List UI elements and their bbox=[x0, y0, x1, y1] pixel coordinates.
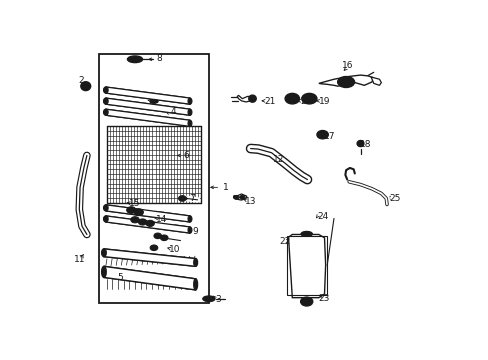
Ellipse shape bbox=[318, 132, 326, 138]
Ellipse shape bbox=[316, 131, 327, 139]
Text: 17: 17 bbox=[324, 131, 335, 140]
Ellipse shape bbox=[188, 109, 191, 115]
Ellipse shape bbox=[103, 109, 108, 115]
Ellipse shape bbox=[303, 95, 314, 103]
Ellipse shape bbox=[287, 95, 297, 102]
Text: 25: 25 bbox=[388, 194, 400, 203]
Polygon shape bbox=[105, 216, 189, 233]
Text: 14: 14 bbox=[156, 215, 167, 224]
Ellipse shape bbox=[356, 140, 363, 147]
Text: 8: 8 bbox=[157, 54, 162, 63]
Text: 2: 2 bbox=[78, 76, 83, 85]
Ellipse shape bbox=[188, 216, 191, 222]
Ellipse shape bbox=[188, 120, 191, 126]
Circle shape bbox=[152, 246, 156, 249]
Ellipse shape bbox=[358, 141, 362, 145]
Ellipse shape bbox=[285, 93, 299, 104]
Text: 22: 22 bbox=[279, 237, 290, 246]
Polygon shape bbox=[237, 95, 252, 102]
Text: 23: 23 bbox=[318, 294, 329, 303]
Ellipse shape bbox=[103, 87, 108, 93]
Ellipse shape bbox=[81, 82, 90, 91]
Text: 9: 9 bbox=[192, 227, 198, 236]
Text: 3: 3 bbox=[215, 295, 221, 304]
Polygon shape bbox=[105, 87, 189, 104]
Ellipse shape bbox=[250, 96, 254, 101]
Ellipse shape bbox=[151, 100, 157, 103]
Text: 12: 12 bbox=[273, 155, 284, 164]
Circle shape bbox=[154, 233, 161, 239]
Circle shape bbox=[146, 220, 154, 226]
Circle shape bbox=[178, 196, 186, 201]
Ellipse shape bbox=[203, 296, 215, 302]
Ellipse shape bbox=[129, 57, 140, 62]
Circle shape bbox=[128, 208, 134, 212]
Circle shape bbox=[136, 210, 141, 214]
Circle shape bbox=[126, 207, 136, 213]
Circle shape bbox=[180, 197, 184, 200]
Polygon shape bbox=[104, 249, 195, 266]
Circle shape bbox=[132, 218, 137, 221]
Ellipse shape bbox=[248, 95, 256, 102]
Circle shape bbox=[162, 237, 166, 239]
Polygon shape bbox=[318, 75, 373, 86]
Ellipse shape bbox=[127, 56, 142, 63]
Circle shape bbox=[147, 222, 152, 225]
Ellipse shape bbox=[103, 216, 108, 222]
Bar bbox=[286, 236, 326, 295]
Circle shape bbox=[156, 234, 159, 237]
Circle shape bbox=[239, 195, 244, 199]
Ellipse shape bbox=[149, 99, 158, 103]
Text: 20: 20 bbox=[299, 97, 311, 106]
Text: 11: 11 bbox=[73, 255, 85, 264]
Ellipse shape bbox=[103, 98, 108, 104]
Circle shape bbox=[140, 220, 144, 224]
Text: 24: 24 bbox=[316, 212, 327, 221]
Ellipse shape bbox=[102, 266, 106, 278]
Polygon shape bbox=[233, 194, 246, 200]
Ellipse shape bbox=[301, 231, 312, 237]
Text: 4: 4 bbox=[170, 107, 175, 116]
Ellipse shape bbox=[82, 84, 89, 89]
Ellipse shape bbox=[301, 93, 316, 104]
Ellipse shape bbox=[193, 258, 197, 266]
Text: 10: 10 bbox=[169, 245, 180, 254]
Ellipse shape bbox=[306, 97, 311, 100]
Circle shape bbox=[303, 299, 309, 304]
Circle shape bbox=[131, 217, 139, 223]
Ellipse shape bbox=[337, 76, 354, 87]
Ellipse shape bbox=[188, 98, 191, 104]
Circle shape bbox=[300, 297, 312, 306]
Text: 1: 1 bbox=[223, 183, 228, 192]
Ellipse shape bbox=[302, 233, 310, 235]
Text: 15: 15 bbox=[129, 199, 141, 208]
Circle shape bbox=[150, 245, 158, 251]
Circle shape bbox=[160, 235, 168, 240]
Ellipse shape bbox=[188, 227, 191, 233]
Text: 7: 7 bbox=[188, 194, 194, 203]
Polygon shape bbox=[105, 98, 189, 115]
Bar bbox=[99, 54, 208, 303]
Text: 6: 6 bbox=[183, 151, 189, 160]
Polygon shape bbox=[370, 77, 381, 85]
Circle shape bbox=[134, 209, 143, 216]
Text: 19: 19 bbox=[318, 97, 329, 106]
Polygon shape bbox=[105, 109, 189, 126]
Text: 5: 5 bbox=[117, 273, 122, 282]
Text: 13: 13 bbox=[244, 197, 256, 206]
Text: 18: 18 bbox=[360, 140, 371, 149]
Polygon shape bbox=[288, 234, 325, 298]
Polygon shape bbox=[104, 266, 195, 290]
Ellipse shape bbox=[205, 297, 212, 301]
Circle shape bbox=[138, 219, 146, 225]
Text: 16: 16 bbox=[341, 61, 352, 70]
Ellipse shape bbox=[193, 279, 197, 290]
Ellipse shape bbox=[103, 205, 108, 211]
Ellipse shape bbox=[102, 249, 106, 257]
Text: 21: 21 bbox=[264, 97, 275, 106]
Circle shape bbox=[233, 195, 238, 199]
Polygon shape bbox=[105, 205, 189, 222]
